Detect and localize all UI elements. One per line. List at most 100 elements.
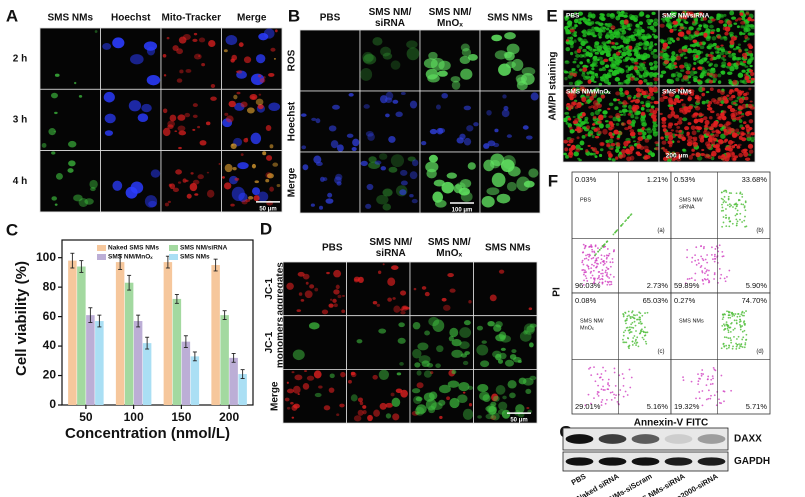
- cell: [695, 152, 701, 158]
- cell: [323, 405, 331, 411]
- cell: [625, 73, 632, 79]
- event: [597, 263, 599, 265]
- cell: [399, 361, 404, 366]
- cell: [733, 155, 739, 159]
- cell: [710, 110, 715, 114]
- event: [741, 346, 744, 348]
- event: [610, 281, 613, 283]
- event: [635, 330, 637, 332]
- cell: [590, 71, 595, 75]
- cell: [578, 53, 584, 58]
- cell: [492, 350, 502, 358]
- cell: [653, 35, 658, 39]
- cell: [633, 66, 638, 71]
- event: [622, 338, 624, 341]
- cell: [221, 176, 225, 179]
- cell: [572, 102, 577, 106]
- cell: [587, 144, 591, 147]
- cell: [412, 348, 422, 359]
- cell: [621, 51, 627, 57]
- cell: [409, 193, 414, 198]
- cell: [193, 53, 202, 60]
- cell: [206, 189, 215, 198]
- cell: [615, 142, 621, 147]
- cell: [438, 384, 451, 394]
- cell: [698, 11, 704, 17]
- event: [587, 266, 590, 268]
- label: B: [288, 6, 300, 25]
- event: [686, 249, 689, 251]
- cell: [201, 62, 206, 67]
- plot-frame: [61, 239, 254, 406]
- cell: [608, 74, 612, 78]
- event: [718, 244, 721, 247]
- cell: [743, 40, 747, 43]
- cell: [78, 95, 83, 98]
- cell: [564, 111, 570, 115]
- cell: [687, 135, 693, 140]
- cell: [591, 91, 597, 97]
- event: [610, 398, 613, 401]
- cell: [290, 401, 294, 405]
- cell: [680, 92, 685, 96]
- cell: [592, 147, 598, 153]
- event: [743, 219, 746, 222]
- cell: [350, 371, 356, 376]
- event: [581, 259, 584, 262]
- cell: [747, 43, 752, 48]
- cell: [598, 123, 604, 129]
- cell: [432, 191, 444, 203]
- cell: [190, 172, 194, 175]
- cell: [652, 125, 656, 129]
- label: 50 μm: [259, 206, 276, 212]
- event: [584, 404, 587, 407]
- cell: [266, 155, 273, 161]
- cell: [709, 87, 714, 92]
- cell: [565, 46, 571, 52]
- cell: [608, 102, 614, 107]
- cell: [683, 92, 688, 96]
- cell: [192, 38, 198, 42]
- event: [622, 315, 625, 318]
- cell: [741, 32, 746, 36]
- cell: [696, 129, 701, 133]
- label: aggregates: [275, 262, 286, 316]
- cell: [675, 55, 681, 61]
- cell: [400, 91, 406, 95]
- event: [722, 198, 724, 201]
- cell: [192, 103, 198, 108]
- cell: [451, 338, 462, 347]
- cell: [372, 300, 378, 305]
- event: [744, 342, 747, 344]
- cell: [693, 118, 699, 124]
- cell: [378, 369, 390, 380]
- cell: [564, 76, 568, 81]
- cell: [746, 60, 752, 65]
- event: [735, 345, 738, 348]
- event: [608, 280, 611, 283]
- cell: [692, 20, 696, 24]
- bar: [238, 374, 247, 405]
- cell: [710, 68, 716, 74]
- cell: [687, 95, 691, 97]
- cell: [596, 45, 603, 51]
- cell: [594, 135, 600, 139]
- cell: [392, 413, 400, 421]
- cell: [632, 106, 637, 112]
- event: [740, 343, 743, 345]
- event: [734, 207, 737, 210]
- event: [628, 314, 630, 317]
- cell: [700, 153, 705, 157]
- event: [741, 338, 744, 341]
- cell: [428, 154, 438, 163]
- label: 200 μm: [666, 153, 689, 160]
- event: [582, 243, 585, 246]
- cell: [50, 92, 58, 99]
- cell: [351, 146, 357, 152]
- cell: [581, 135, 586, 139]
- bar: [220, 315, 229, 405]
- cell: [688, 12, 693, 16]
- cell: [272, 162, 279, 167]
- event: [721, 225, 724, 228]
- cell: [602, 110, 608, 115]
